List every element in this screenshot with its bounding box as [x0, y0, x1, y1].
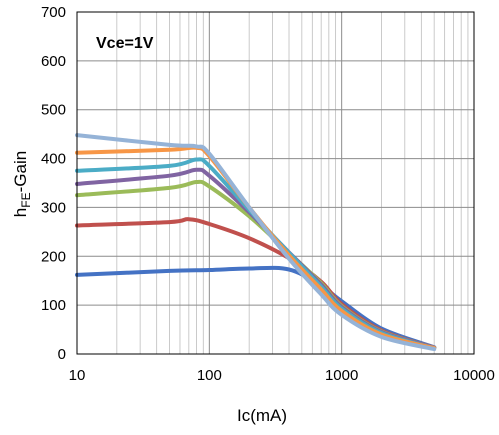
series-line-5 [75, 157, 437, 351]
y-axis-title-sub: FE [19, 192, 33, 207]
y-tick-label: 700 [41, 4, 66, 21]
series-line-3 [75, 179, 437, 350]
y-tick-labels: 0 100 200 300 400 500 600 700 [41, 4, 66, 363]
y-tick-label: 600 [41, 53, 66, 70]
series-line-2 [75, 217, 437, 350]
series-line-7 [75, 133, 437, 352]
series-line-1 [75, 265, 437, 350]
y-tick-label: 300 [41, 199, 66, 216]
y-tick-label: 0 [58, 346, 66, 363]
x-tick-label: 10000 [453, 367, 495, 384]
vce-annotation: Vce=1V [96, 35, 154, 52]
x-axis-title: Ic(mA) [237, 406, 287, 425]
x-tick-labels: 10 100 1000 10000 [69, 367, 495, 384]
y-tick-label: 100 [41, 297, 66, 314]
y-tick-label: 200 [41, 248, 66, 265]
y-tick-label: 500 [41, 102, 66, 119]
x-tick-label: 10 [69, 367, 86, 384]
y-tick-label: 400 [41, 151, 66, 168]
gridlines [77, 12, 474, 354]
series-line-4 [75, 167, 437, 350]
y-axis-title-rest: -Gain [11, 151, 30, 193]
y-axis-title-h: h [11, 208, 30, 217]
y-axis-title: hFE-Gain [11, 151, 33, 217]
series-lines [75, 133, 437, 352]
x-tick-label: 100 [197, 367, 222, 384]
x-tick-label: 1000 [325, 367, 358, 384]
plot-frame [76, 11, 475, 355]
